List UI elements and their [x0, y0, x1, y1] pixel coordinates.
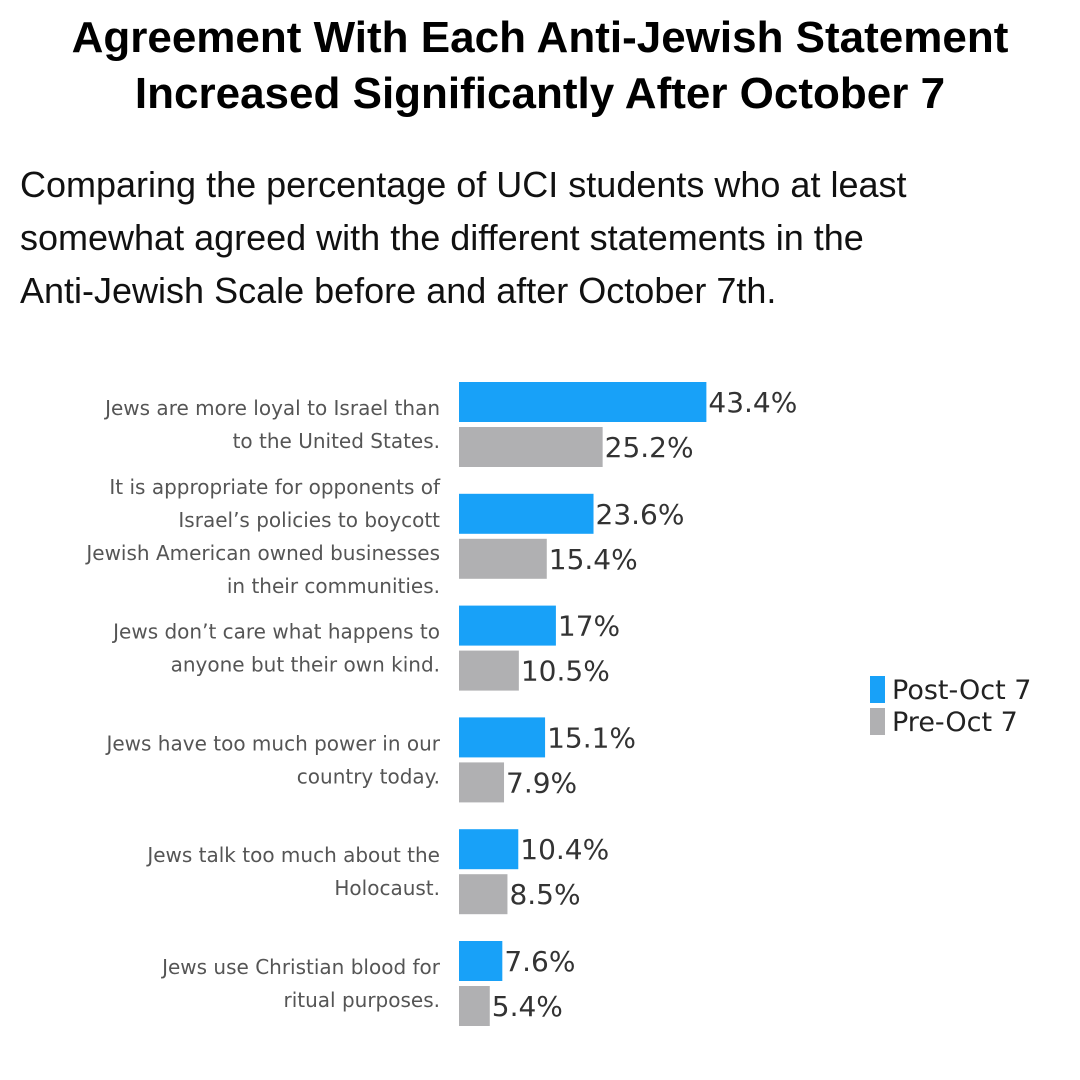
chart-subtitle: Comparing the percentage of UCI students… [20, 158, 1060, 317]
category-label: Jews have too much power in our [104, 731, 440, 755]
post-oct7-bar [459, 829, 519, 870]
pre-oct7-bar [459, 427, 603, 467]
data-label: 7.9% [506, 766, 577, 799]
chart-subtitle-line-2: somewhat agreed with the different state… [20, 217, 864, 258]
legend-swatch-pre [870, 708, 885, 735]
post-oct7-bar [459, 717, 546, 758]
pre-oct7-bar [459, 874, 508, 915]
category-label: in their communities. [227, 574, 440, 598]
chart-subtitle-line-3: Anti-Jewish Scale before and after Octob… [20, 270, 777, 311]
data-label: 17% [558, 610, 620, 643]
data-label: 25.2% [605, 431, 694, 464]
data-label: 7.6% [504, 945, 575, 978]
data-label: 43.4% [708, 386, 797, 419]
chart-title-line-2: Increased Significantly After October 7 [134, 69, 946, 118]
pre-oct7-bar [459, 650, 519, 691]
legend-label-pre: Pre-Oct 7 [892, 707, 1018, 738]
category-label: Jews talk too much about the [145, 843, 440, 867]
data-label: 10.4% [520, 833, 609, 866]
data-label: 23.6% [596, 498, 685, 531]
category-label: Israel’s policies to boycott [178, 508, 440, 532]
pre-oct7-bar [459, 986, 490, 1026]
category-label: anyone but their own kind. [171, 653, 440, 677]
post-oct7-bar [459, 382, 707, 422]
legend-label-post: Post-Oct 7 [892, 675, 1031, 706]
chart-subtitle-line-1: Comparing the percentage of UCI students… [20, 164, 907, 205]
category-label: Jews use Christian blood for [160, 955, 441, 979]
chart-title: Agreement With Each Anti-Jewish Statemen… [0, 10, 1080, 122]
category-label: ritual purposes. [284, 988, 441, 1012]
data-label: 15.4% [549, 543, 638, 576]
data-label: 15.1% [547, 721, 636, 754]
category-label: Jews don’t care what happens to [111, 620, 440, 644]
data-label: 10.5% [521, 655, 610, 688]
legend-swatch-post [870, 676, 885, 703]
pre-oct7-bar [459, 762, 505, 803]
data-label: 8.5% [509, 878, 580, 911]
category-label: Jewish American owned businesses [84, 541, 440, 565]
post-oct7-bar [459, 493, 594, 534]
post-oct7-bar [459, 605, 556, 646]
category-label: Holocaust. [334, 876, 440, 900]
chart-title-line-1: Agreement With Each Anti-Jewish Statemen… [71, 13, 1009, 62]
category-label: It is appropriate for opponents of [109, 475, 441, 499]
category-label: country today. [297, 764, 440, 788]
category-label: Jews are more loyal to Israel than [103, 396, 440, 420]
pre-oct7-bar [459, 538, 547, 579]
post-oct7-bar [459, 941, 503, 981]
data-label: 5.4% [492, 990, 563, 1023]
category-label: to the United States. [233, 429, 440, 453]
